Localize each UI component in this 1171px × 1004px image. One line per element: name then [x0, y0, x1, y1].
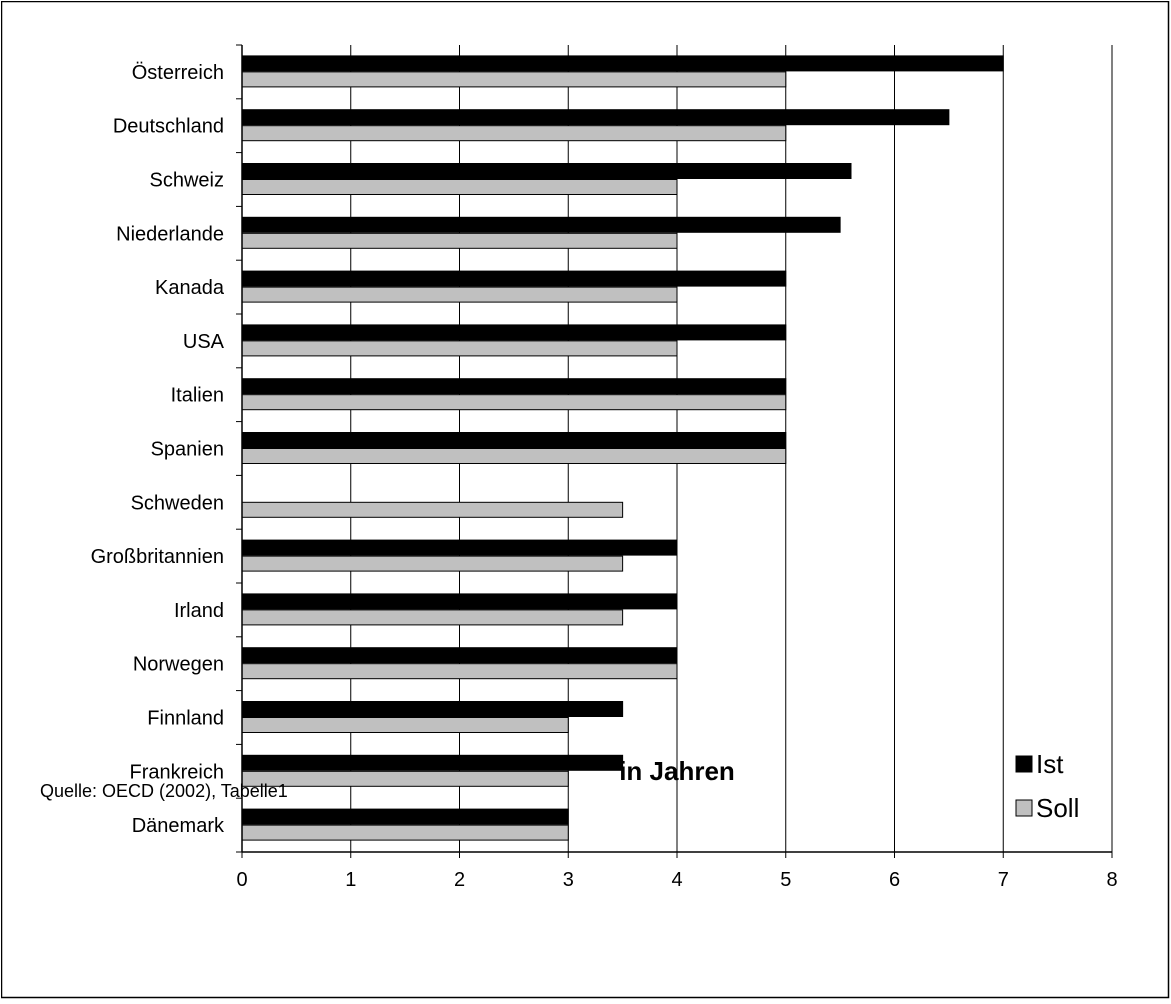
x-tick-label: 7: [998, 869, 1009, 891]
legend: Ist Soll: [1015, 749, 1079, 823]
axes: [236, 44, 1113, 858]
category-label: Frankreich: [130, 761, 224, 783]
category-label: Finnland: [147, 708, 224, 730]
bar-ist: [241, 163, 852, 179]
category-label: Schweiz: [150, 170, 224, 192]
bar-soll: [241, 555, 624, 572]
x-tick-label: 2: [454, 869, 465, 891]
bar-soll: [241, 125, 787, 142]
bar-ist: [241, 593, 678, 610]
category-labels: Österreich Deutschland Schweiz Niederlande K…: [91, 62, 225, 837]
category-label: Irland: [174, 600, 224, 622]
category-label: Spanien: [151, 439, 224, 461]
x-tick-label: 5: [780, 869, 791, 891]
source-note: Quelle: OECD (2002), Tabelle1: [40, 781, 288, 801]
legend-label: Ist: [1036, 749, 1064, 779]
bars: [241, 55, 1004, 841]
x-tick-label: 8: [1106, 869, 1117, 891]
bar-soll: [241, 71, 787, 88]
category-label: Niederlande: [116, 223, 224, 245]
category-label: Norwegen: [133, 654, 224, 676]
x-tick-label: 4: [671, 869, 682, 891]
x-tick-label: 6: [889, 869, 900, 891]
bar-ist: [241, 701, 624, 717]
bar-soll: [241, 179, 678, 195]
bar-soll: [241, 232, 678, 249]
x-tick-labels: 0 1 2 3 4 5 6 7 8: [236, 869, 1117, 891]
category-label: Italien: [171, 385, 224, 407]
x-tick-label: 1: [345, 869, 356, 891]
legend-swatch: [1015, 799, 1033, 817]
bar-ist: [241, 432, 787, 448]
bar-soll: [241, 448, 787, 464]
bar-soll: [241, 286, 678, 303]
legend-label: Soll: [1036, 793, 1079, 823]
bar-soll: [241, 609, 624, 626]
bar-soll: [241, 770, 569, 787]
x-tick-label: 3: [563, 869, 574, 891]
bar-soll: [241, 501, 624, 518]
category-label: Österreich: [132, 62, 224, 84]
bar-soll: [241, 717, 569, 733]
x-axis-title: in Jahren: [619, 756, 735, 786]
bar-ist: [241, 55, 1004, 72]
bar-ist: [241, 754, 624, 771]
bar-ist: [241, 539, 678, 556]
bar-ist: [241, 378, 787, 395]
category-label: Kanada: [155, 277, 225, 299]
category-label: USA: [183, 331, 225, 353]
bar-ist: [241, 270, 787, 287]
bar-soll: [241, 340, 678, 357]
category-label: Großbritannien: [91, 546, 224, 568]
bar-ist: [241, 808, 569, 825]
bar-soll: [241, 394, 787, 411]
x-tick-label: 0: [236, 869, 247, 891]
bar-ist: [241, 216, 841, 233]
category-label: Dänemark: [132, 815, 225, 837]
bar-soll: [241, 663, 678, 680]
bar-ist: [241, 647, 678, 664]
category-label: Deutschland: [113, 116, 224, 138]
legend-swatch: [1015, 755, 1033, 773]
bar-ist: [241, 109, 950, 126]
category-label: Schweden: [131, 492, 224, 514]
bar-soll: [241, 824, 569, 841]
bar-ist: [241, 324, 787, 341]
